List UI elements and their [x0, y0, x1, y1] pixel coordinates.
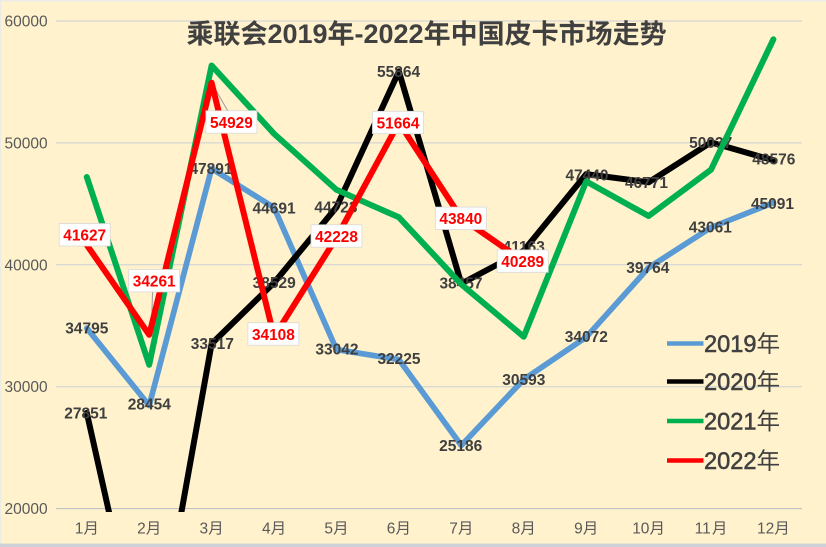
svg-text:55864: 55864	[377, 64, 420, 81]
svg-text:50000: 50000	[4, 135, 47, 152]
svg-text:33517: 33517	[191, 336, 234, 353]
svg-text:47440: 47440	[565, 168, 608, 185]
svg-text:41627: 41627	[63, 228, 106, 245]
svg-text:7: 7	[449, 521, 458, 538]
svg-text:8: 8	[512, 521, 521, 538]
svg-text:5: 5	[324, 521, 333, 538]
svg-text:30593: 30593	[502, 372, 545, 389]
svg-text:45091: 45091	[751, 196, 794, 213]
svg-text:43840: 43840	[439, 211, 482, 228]
svg-text:34261: 34261	[133, 274, 176, 291]
svg-text:2021: 2021	[704, 410, 757, 436]
svg-text:20000: 20000	[4, 501, 47, 518]
svg-text:46771: 46771	[625, 175, 668, 192]
svg-text:1: 1	[75, 521, 84, 538]
svg-text:40000: 40000	[4, 257, 47, 274]
svg-text:40289: 40289	[501, 254, 544, 271]
svg-text:44691: 44691	[253, 200, 296, 217]
svg-text:10: 10	[632, 521, 650, 538]
svg-text:39764: 39764	[626, 260, 669, 277]
svg-text:42228: 42228	[315, 229, 358, 246]
svg-text:6: 6	[387, 521, 396, 538]
svg-text:2019: 2019	[704, 332, 757, 358]
svg-text:4: 4	[262, 521, 271, 538]
svg-text:48576: 48576	[752, 152, 795, 169]
svg-text:25186: 25186	[439, 438, 482, 455]
svg-text:33042: 33042	[315, 342, 358, 359]
svg-text:3: 3	[200, 521, 209, 538]
svg-text:34072: 34072	[565, 329, 608, 346]
svg-text:2: 2	[137, 521, 146, 538]
svg-text:51664: 51664	[377, 115, 420, 132]
svg-text:28454: 28454	[128, 397, 171, 414]
svg-text:-2022: -2022	[355, 19, 424, 49]
svg-text:32225: 32225	[377, 351, 420, 368]
svg-text:60000: 60000	[4, 14, 47, 31]
svg-text:54929: 54929	[210, 115, 253, 132]
svg-text:9: 9	[574, 521, 583, 538]
svg-text:30000: 30000	[4, 379, 47, 396]
svg-text:27851: 27851	[64, 405, 107, 422]
svg-text:2022: 2022	[704, 449, 757, 475]
svg-text:11: 11	[695, 521, 711, 538]
svg-text:43061: 43061	[689, 220, 732, 237]
svg-text:34108: 34108	[252, 327, 295, 344]
svg-text:2019: 2019	[268, 19, 328, 49]
svg-text:47891: 47891	[189, 161, 232, 178]
svg-text:34795: 34795	[65, 321, 108, 338]
svg-text:12: 12	[757, 521, 774, 538]
svg-text:2020: 2020	[704, 370, 757, 396]
